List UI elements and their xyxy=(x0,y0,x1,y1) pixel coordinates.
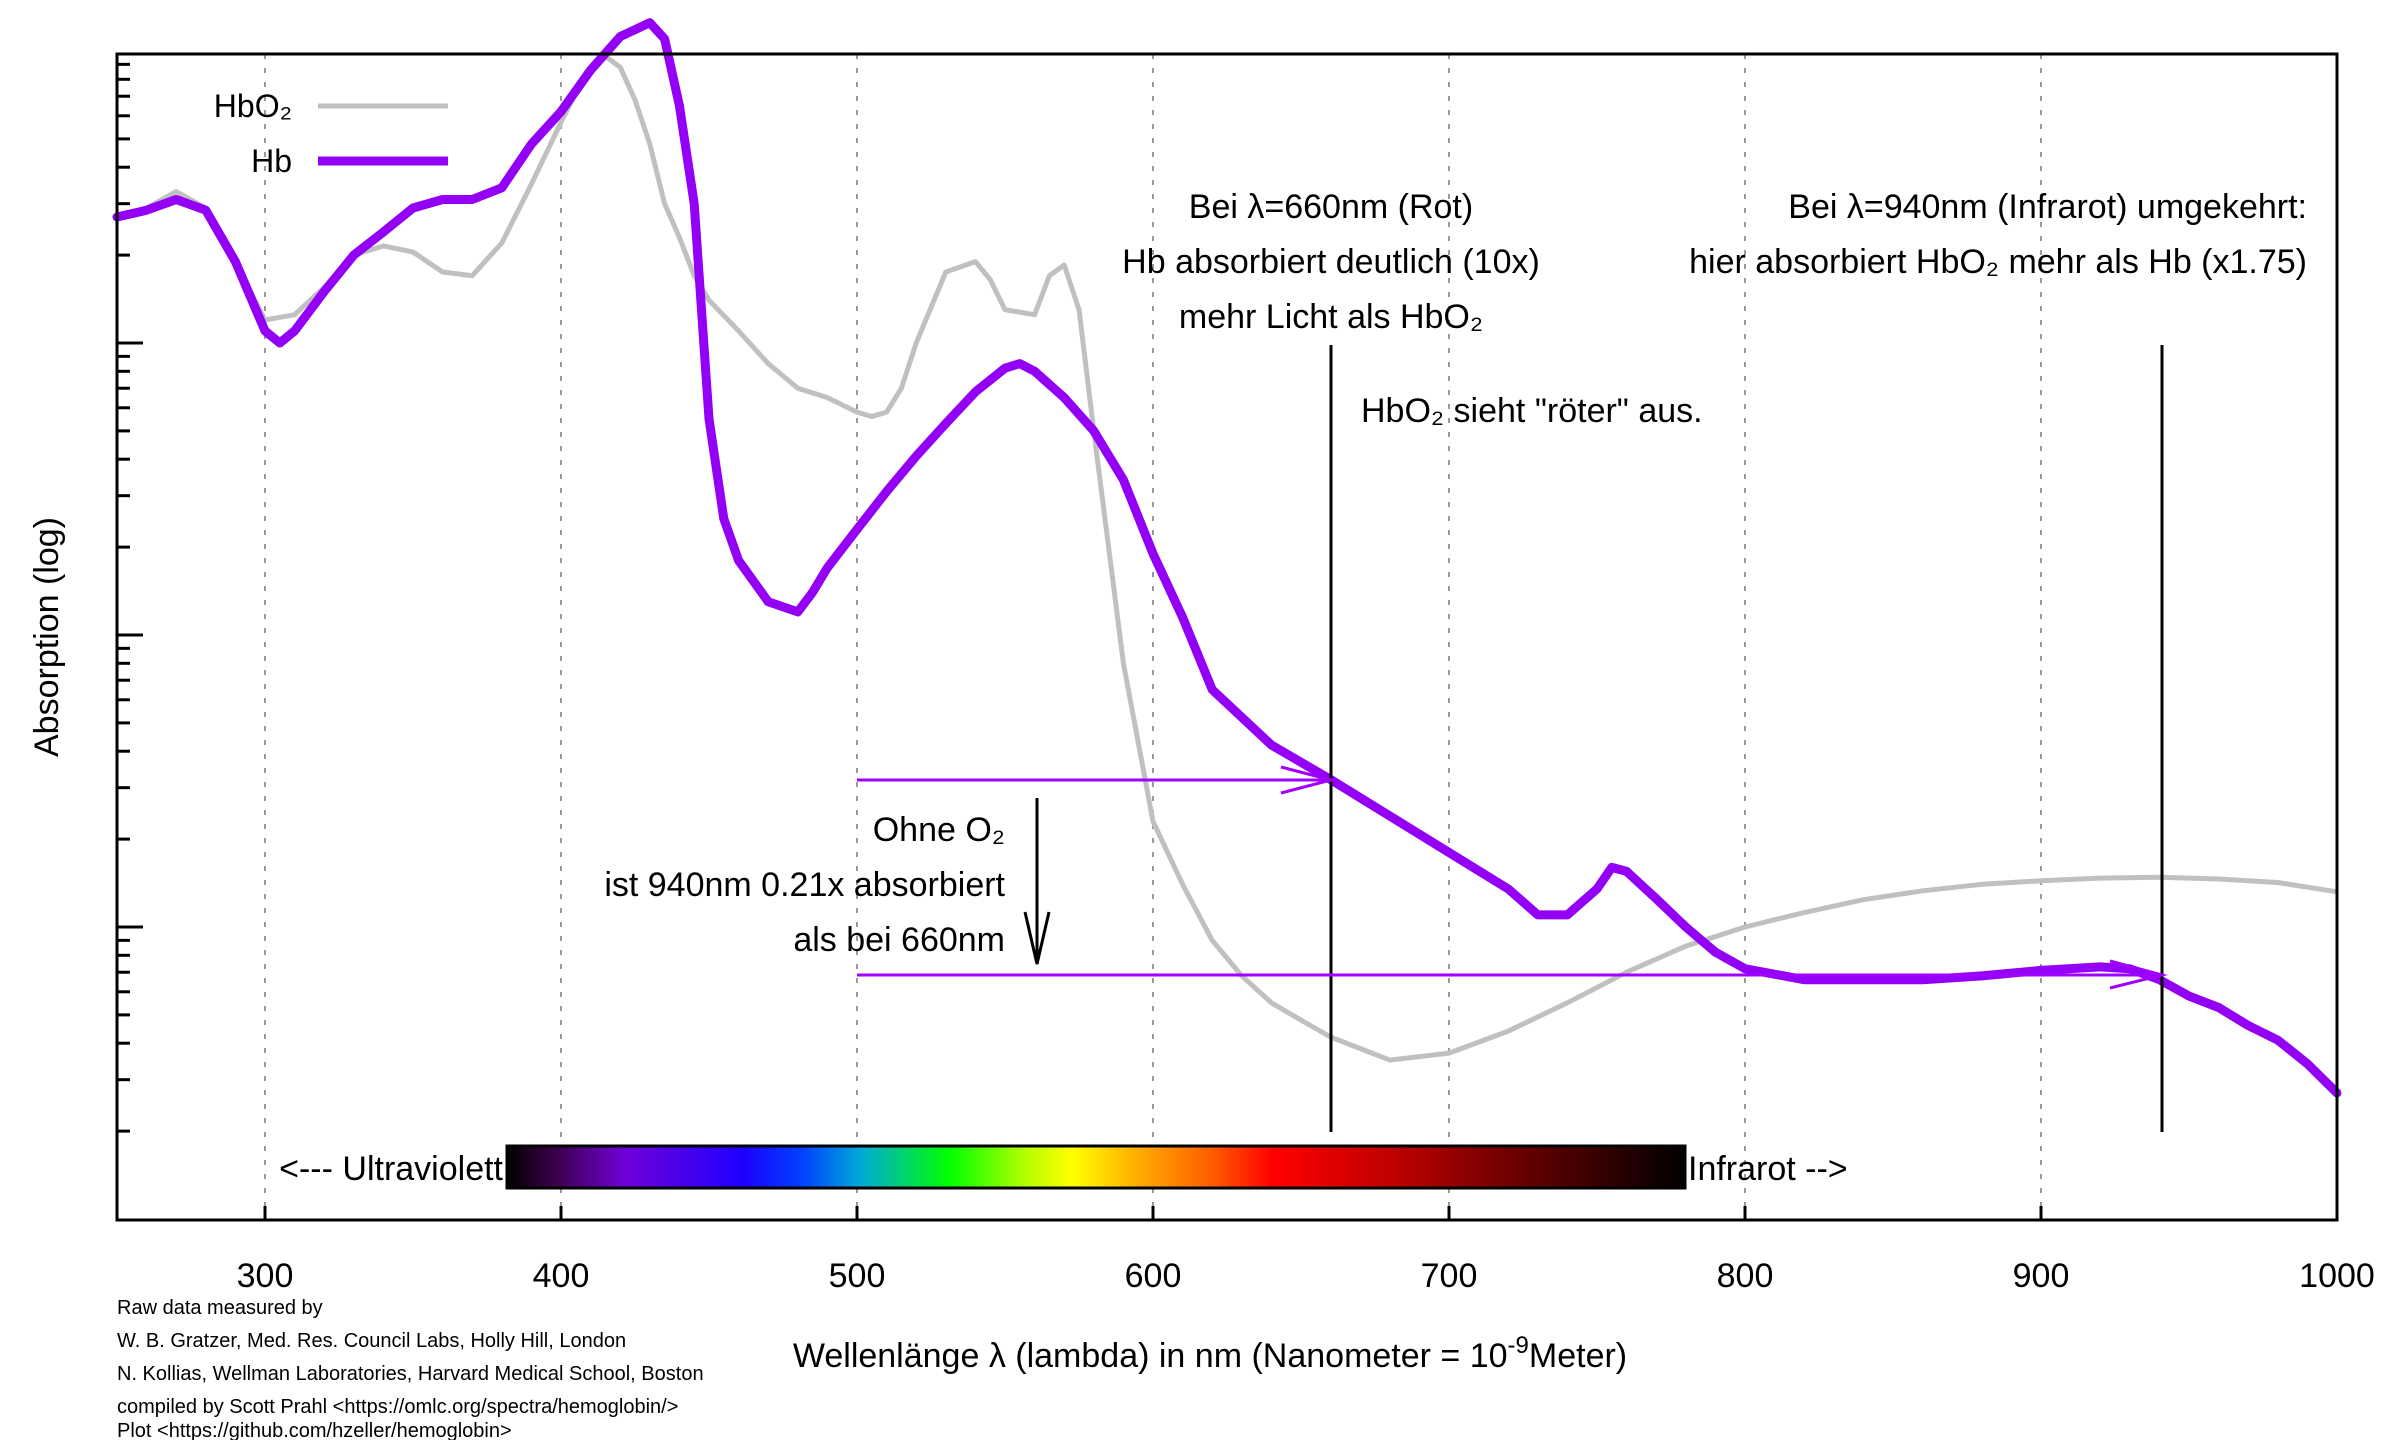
source-line: Plot <https://github.com/hzeller/hemoglo… xyxy=(117,1420,512,1440)
legend-label-hb: Hb xyxy=(251,143,292,179)
down-arrow-head xyxy=(1023,911,1051,965)
x-tick-label: 1000 xyxy=(2299,1257,2375,1295)
y-axis-label: Absorption (log) xyxy=(28,517,66,757)
x-axis-label-unit: Meter) xyxy=(1529,1337,1627,1375)
x-tick-label: 800 xyxy=(1717,1257,1774,1295)
note-redder: HbO₂ sieht "röter" aus. xyxy=(1361,392,1703,430)
source-line: Raw data measured by xyxy=(117,1297,323,1319)
arrow-head-660 xyxy=(1280,765,1337,795)
note-ohne-line3: als bei 660nm xyxy=(793,921,1005,959)
x-tick-label: 400 xyxy=(533,1257,590,1295)
x-tick-label: 700 xyxy=(1421,1257,1478,1295)
source-line: W. B. Gratzer, Med. Res. Council Labs, H… xyxy=(117,1330,626,1352)
visible-spectrum-bar: <--- Ultraviolett Infrarot --> xyxy=(279,1144,1848,1190)
x-axis-label-main: Wellenlänge λ (lambda) in nm (Nanometer … xyxy=(793,1337,1508,1375)
note-940-line1: Bei λ=940nm (Infrarot) umgekehrt: xyxy=(1788,188,2307,226)
note-660-line3: mehr Licht als HbO₂ xyxy=(1179,298,1483,336)
source-credits: Raw data measured by W. B. Gratzer, Med.… xyxy=(117,1297,704,1440)
note-940-line2: hier absorbiert HbO₂ mehr als Hb (x1.75) xyxy=(1689,243,2307,281)
ultraviolet-label: <--- Ultraviolett xyxy=(279,1150,503,1188)
wavelength-markers xyxy=(857,345,2168,1132)
x-axis-label-exponent: -9 xyxy=(1508,1332,1529,1359)
x-tick-label: 900 xyxy=(2013,1257,2070,1295)
legend: HbO₂ Hb xyxy=(214,88,448,179)
source-line: N. Kollias, Wellman Laboratories, Harvar… xyxy=(117,1363,704,1385)
spectrum-gradient xyxy=(505,1144,1687,1190)
plot-frame xyxy=(115,52,2339,1222)
note-660-line1: Bei λ=660nm (Rot) xyxy=(1189,188,1473,226)
infrared-label: Infrarot --> xyxy=(1688,1150,1848,1188)
series-line-hbo2 xyxy=(116,53,2338,1063)
x-axis-ticks: 300 400 500 600 700 800 900 1000 xyxy=(237,1206,2375,1295)
legend-label-hbo2: HbO₂ xyxy=(214,88,292,124)
x-axis-label: Wellenlänge λ (lambda) in nm (Nanometer … xyxy=(793,1332,1627,1375)
x-tick-label: 600 xyxy=(1125,1257,1182,1295)
y-axis-ticks xyxy=(117,62,143,1133)
annotations: Bei λ=660nm (Rot) Hb absorbiert deutlich… xyxy=(604,188,2307,959)
note-660-line2: Hb absorbiert deutlich (10x) xyxy=(1122,243,1540,281)
x-tick-label: 300 xyxy=(237,1257,294,1295)
note-ohne-line2: ist 940nm 0.21x absorbiert xyxy=(604,866,1005,904)
note-ohne-line1: Ohne O₂ xyxy=(873,811,1005,849)
vertical-gridlines xyxy=(264,54,2042,1220)
arrow-head-940 xyxy=(2109,959,2168,990)
source-line: compiled by Scott Prahl <https://omlc.or… xyxy=(117,1396,678,1418)
x-tick-label: 500 xyxy=(829,1257,886,1295)
series-line-hb xyxy=(112,18,2342,1098)
